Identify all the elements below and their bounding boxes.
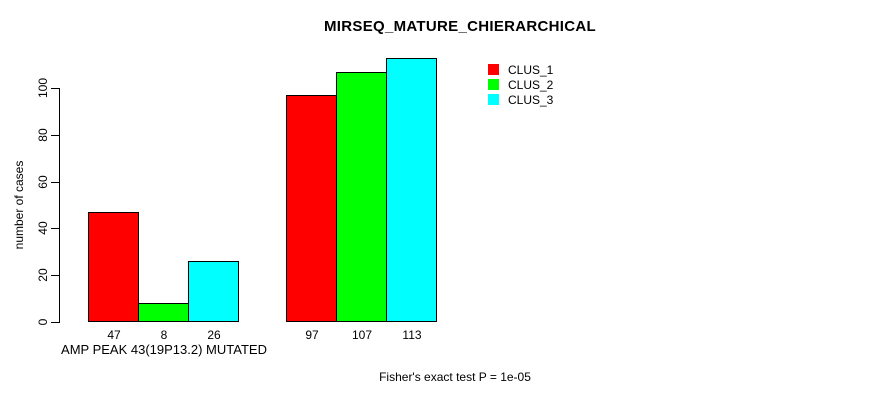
y-tick-label: 60 [36,174,50,189]
bar-value-label: 113 [402,328,422,342]
y-axis-tick [51,322,59,323]
bar-clus_3-group2 [386,57,437,322]
bar-clus_2-group1 [138,303,189,322]
legend-swatch-clus_3 [488,94,499,105]
legend-label: CLUS_1 [508,62,554,77]
bar-value-label: 26 [207,328,221,342]
legend-label: CLUS_3 [508,92,554,107]
bar-value-label: 107 [351,328,373,342]
y-tick-label: 20 [36,268,50,282]
y-tick-label: 0 [36,318,50,326]
bar-value-label: 47 [107,328,121,342]
legend-item-clus_1: CLUS_1 [488,62,553,77]
legend-item-clus_2: CLUS_2 [488,77,553,92]
bar-value-label: 8 [160,328,168,342]
legend-swatch-clus_2 [488,79,499,90]
bar-clus_2-group2 [336,71,387,322]
x-axis-group-label: AMP PEAK 43(19P13.2) MUTATED [61,342,267,357]
legend-label: CLUS_2 [508,77,554,92]
legend-swatch-clus_1 [488,64,499,75]
bar-clus_1-group2 [286,95,337,322]
fisher-test-note: Fisher's exact test P = 1e-05 [379,370,531,384]
legend: CLUS_1 CLUS_2 CLUS_3 [488,62,553,107]
chart-title: MIRSEQ_MATURE_CHIERARCHICAL [324,18,596,35]
y-axis-tick [51,181,59,183]
legend-item-clus_3: CLUS_3 [488,92,553,107]
bar-clus_3-group1 [188,261,239,322]
y-tick-label: 80 [36,128,50,142]
y-axis-tick [51,228,59,230]
y-axis-tick [51,88,59,89]
bar-clus_1-group1 [88,212,139,322]
y-axis-tick [51,134,59,136]
bar-value-label: 97 [305,328,319,342]
y-axis-tick [51,275,59,277]
y-axis-line [59,88,60,323]
y-tick-label: 100 [36,77,50,99]
y-tick-label: 40 [36,221,50,236]
